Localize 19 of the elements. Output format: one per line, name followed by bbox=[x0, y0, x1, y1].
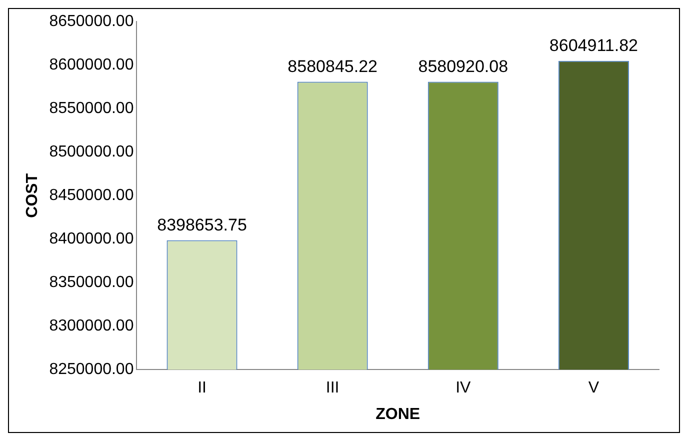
y-tick-label: 8600000.00 bbox=[49, 56, 134, 74]
y-tick-label: 8550000.00 bbox=[49, 100, 134, 118]
y-axis-title: COST bbox=[24, 173, 42, 218]
y-tick-label: 8650000.00 bbox=[49, 13, 134, 30]
y-tick-label: 8500000.00 bbox=[49, 144, 134, 161]
x-tick-label: III bbox=[326, 380, 340, 397]
x-tick-label: II bbox=[198, 380, 206, 397]
y-tick-label: 8450000.00 bbox=[49, 187, 134, 204]
data-label: 8580845.22 bbox=[288, 56, 378, 76]
y-tick-label: 8300000.00 bbox=[49, 318, 134, 335]
x-tick-label: IV bbox=[456, 380, 472, 397]
y-tick-label: 8250000.00 bbox=[49, 361, 134, 378]
y-tick-label: 8350000.00 bbox=[49, 274, 134, 292]
data-label: 8398653.75 bbox=[157, 215, 247, 234]
data-label: 8604911.82 bbox=[549, 36, 638, 56]
data-label: 8580920.08 bbox=[418, 56, 508, 76]
y-tick-label: 8400000.00 bbox=[49, 230, 134, 248]
x-axis-title: ZONE bbox=[376, 406, 420, 423]
x-tick-label: V bbox=[588, 380, 600, 397]
